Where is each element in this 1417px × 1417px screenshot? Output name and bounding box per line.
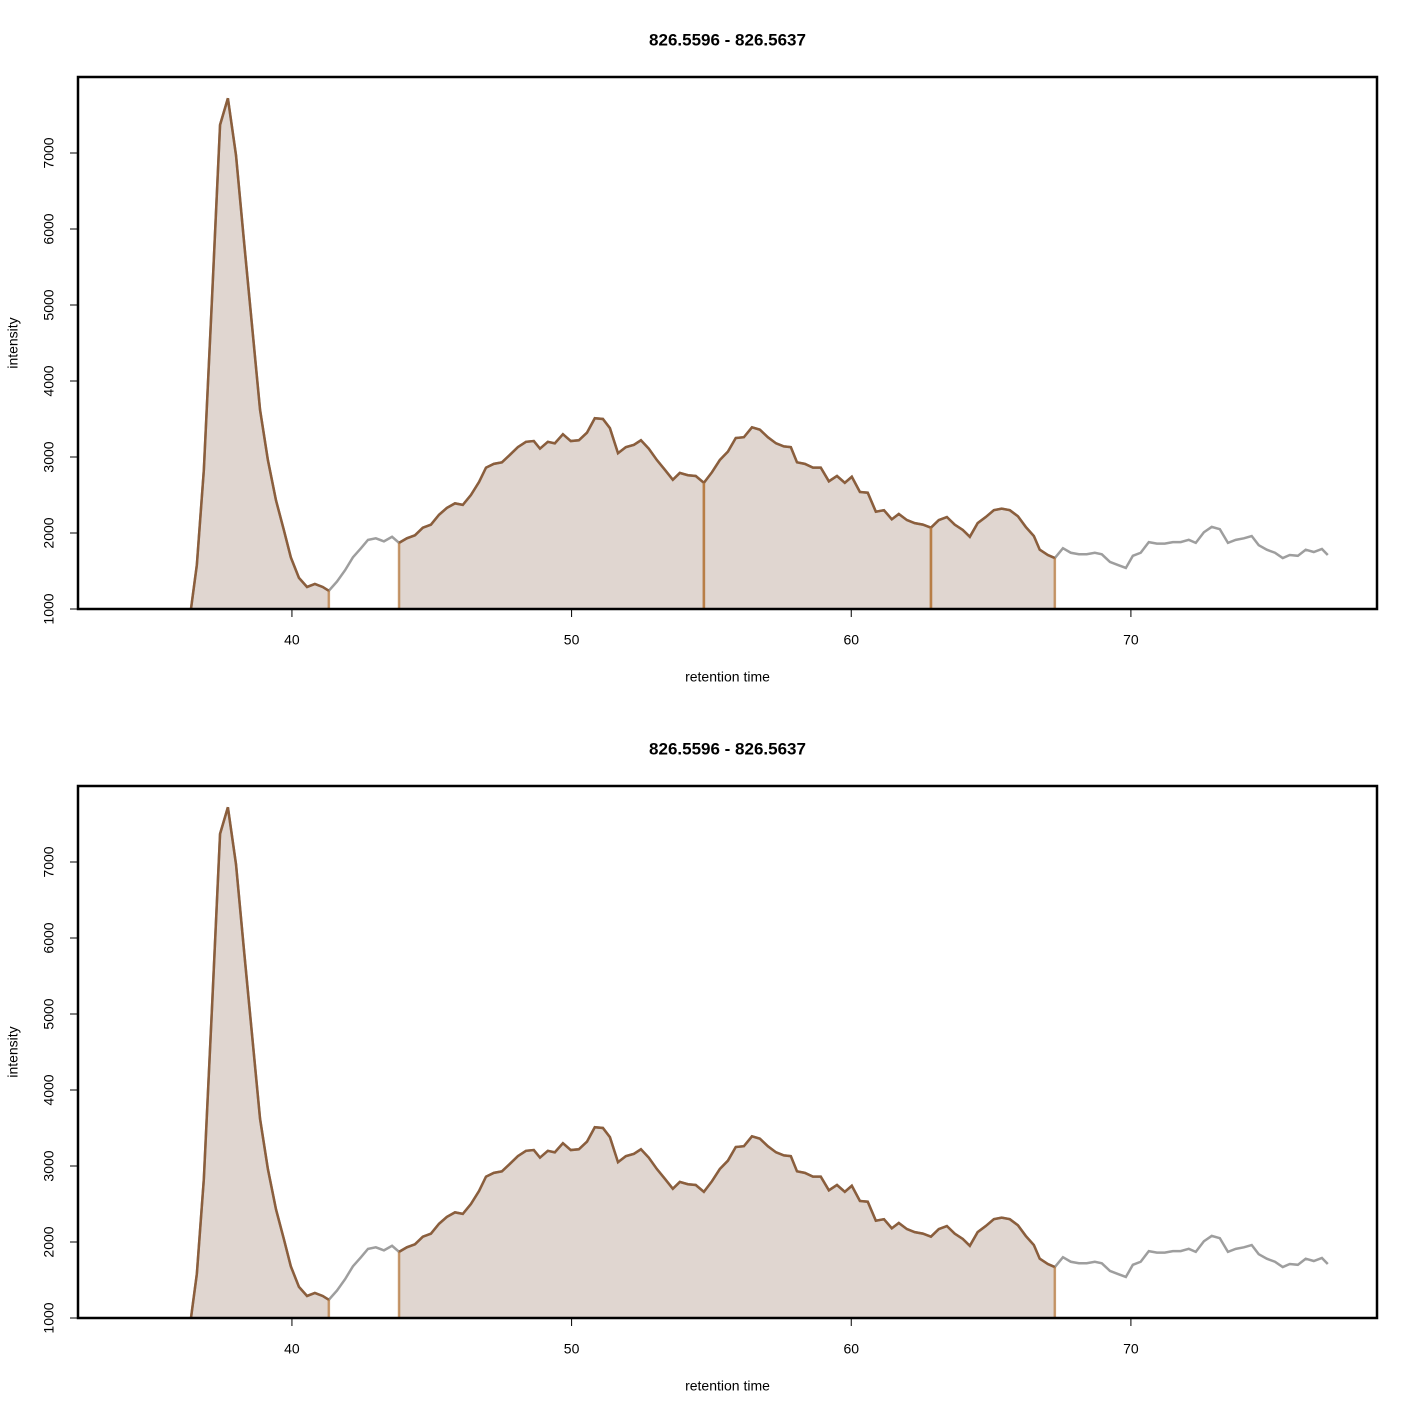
panel: 826.5596 - 826.5637 retention time intensi… <box>5 30 1379 685</box>
x-tick-label: 40 <box>284 1341 300 1357</box>
panel: 826.5596 - 826.5637 retention time intensi… <box>5 739 1379 1394</box>
peak-area <box>190 807 329 1318</box>
y-tick-label: 2000 <box>41 517 57 548</box>
y-tick-label: 6000 <box>41 922 57 953</box>
y-axis-label: intensity <box>5 1026 21 1077</box>
x-tick-label: 50 <box>564 1341 580 1357</box>
plot-frame <box>76 784 1379 1320</box>
peak-line <box>702 425 932 529</box>
y-axis-label: intensity <box>5 317 21 368</box>
peak-line <box>398 416 705 544</box>
x-tick-label: 60 <box>843 1341 859 1357</box>
y-tick-label: 5000 <box>41 998 57 1029</box>
y-tick-label: 7000 <box>41 846 57 877</box>
peak-line <box>189 97 330 610</box>
peak-area <box>703 427 931 609</box>
y-tick-label: 4000 <box>41 365 57 396</box>
y-tick-label: 3000 <box>41 1150 57 1181</box>
x-tick-label: 70 <box>1123 632 1139 648</box>
y-tick-label: 3000 <box>41 441 57 472</box>
y-tick-label: 4000 <box>41 1074 57 1105</box>
y-tick-label: 6000 <box>41 213 57 244</box>
plot-frame <box>76 75 1379 611</box>
y-tick-label: 2000 <box>41 1226 57 1257</box>
x-axis-label: retention time <box>685 669 770 685</box>
x-tick-label: 60 <box>843 632 859 648</box>
peak-area <box>190 98 329 609</box>
peak-area <box>399 1127 1055 1318</box>
y-tick-label: 1000 <box>41 593 57 624</box>
peak-line <box>930 507 1056 560</box>
peak-area <box>930 508 1055 609</box>
x-tick-label: 70 <box>1123 1341 1139 1357</box>
y-tick-label: 1000 <box>41 1302 57 1333</box>
y-tick-label: 5000 <box>41 289 57 320</box>
peak-area <box>399 418 704 609</box>
peak-line <box>398 1125 1056 1269</box>
x-tick-label: 50 <box>564 632 580 648</box>
x-axis-label: retention time <box>685 1378 770 1394</box>
y-tick-label: 7000 <box>41 137 57 168</box>
x-tick-label: 40 <box>284 632 300 648</box>
chart-title: 826.5596 - 826.5637 <box>649 739 806 758</box>
peak-line <box>189 806 330 1319</box>
chart-title: 826.5596 - 826.5637 <box>649 30 806 49</box>
